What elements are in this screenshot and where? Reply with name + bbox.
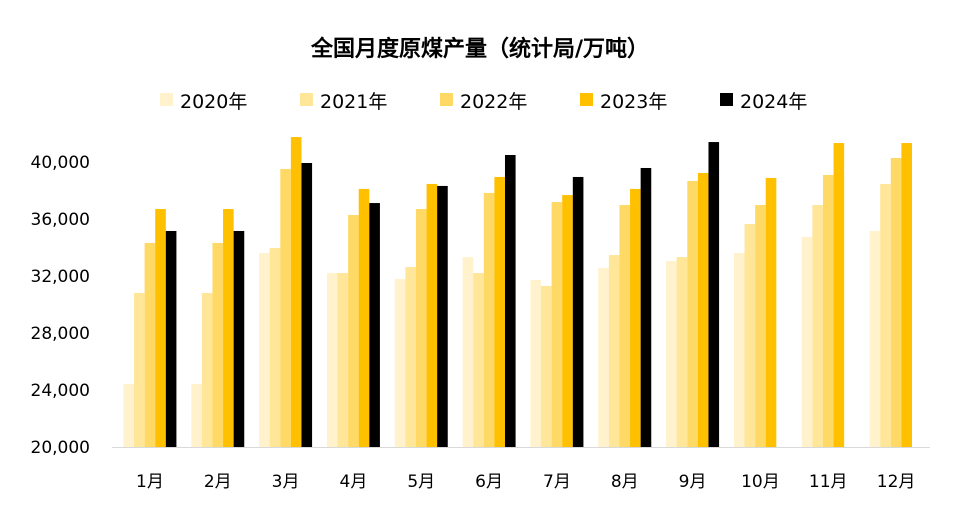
bar-2021年-2月 [201, 292, 213, 447]
bar-2023年-3月 [290, 137, 302, 447]
legend-swatch [300, 93, 313, 106]
bar-2023年-4月 [358, 188, 370, 447]
bar-2021年-5月 [405, 267, 416, 447]
legend: 2020年 2021年 2022年 2023年 2024年 [160, 91, 807, 113]
bar-2021年-11月 [812, 205, 823, 447]
bar-2024年-5月 [437, 185, 448, 447]
x-tick-label: 6月 [475, 472, 503, 492]
bar-2021年-7月 [541, 285, 552, 447]
bar-2023年-12月 [901, 143, 912, 448]
bar-2023年-2月 [223, 209, 234, 447]
legend-swatch [440, 93, 453, 106]
x-tick-label: 9月 [679, 472, 707, 492]
bar-2020年-7月 [530, 279, 542, 447]
bar-2022年-1月 [144, 242, 156, 447]
bar-2023年-6月 [494, 176, 505, 447]
y-tick-label: 40,000 [31, 153, 90, 173]
y-tick-label: 28,000 [31, 324, 90, 344]
x-tick-label: 1月 [136, 472, 164, 492]
bar-2022年-5月 [415, 209, 427, 447]
legend-swatch [720, 93, 733, 106]
bar-2024年-3月 [301, 162, 313, 447]
bar-2021年-8月 [608, 255, 620, 447]
bar-2020年-4月 [326, 273, 338, 447]
bar-2024年-1月 [165, 230, 177, 447]
x-tick-label: 4月 [340, 472, 368, 492]
bar-2024年-4月 [369, 203, 380, 447]
bar-2023年-11月 [833, 143, 845, 448]
legend-label: 2021年 [320, 91, 387, 113]
x-tick-label: 8月 [611, 472, 639, 492]
x-tick-label: 12月 [877, 472, 916, 492]
bar-2024年-8月 [640, 167, 652, 448]
bar-2022年-10月 [755, 205, 766, 447]
x-tick-label: 5月 [407, 472, 435, 492]
bar-2022年-4月 [348, 215, 359, 447]
bar-2020年-6月 [462, 257, 474, 447]
legend-label: 2022年 [460, 91, 527, 113]
bar-2023年-1月 [155, 209, 166, 447]
bar-2022年-9月 [687, 180, 698, 447]
bars [123, 137, 912, 448]
legend-label: 2024年 [740, 91, 807, 113]
bar-2021年-6月 [473, 273, 484, 447]
legend-swatch [580, 93, 593, 106]
legend-label: 2020年 [180, 91, 247, 113]
bar-2022年-8月 [619, 205, 631, 447]
y-tick-label: 24,000 [31, 381, 90, 401]
bar-2020年-2月 [191, 384, 202, 447]
bar-2023年-9月 [697, 172, 709, 447]
x-tick-label: 7月 [543, 472, 571, 492]
x-axis: 1月 2月 3月 4月 5月 6月 7月 8月 9月 10月 11月 12月 [136, 472, 915, 492]
bar-2024年-7月 [572, 176, 584, 447]
bar-2023年-7月 [562, 195, 573, 447]
bar-2021年-9月 [676, 257, 688, 447]
chart-title: 全国月度原煤产量（统计局/万吨） [310, 36, 649, 62]
x-tick-label: 2月 [204, 472, 232, 492]
bar-2021年-3月 [269, 247, 281, 447]
bar-2023年-10月 [765, 177, 777, 447]
bar-2022年-11月 [822, 174, 834, 447]
bar-2022年-12月 [890, 158, 902, 447]
bar-2022年-6月 [483, 192, 495, 447]
bar-2021年-10月 [744, 223, 756, 447]
bar-2024年-9月 [708, 142, 720, 448]
bar-2020年-11月 [801, 236, 813, 447]
bar-2021年-12月 [880, 183, 891, 447]
bar-2023年-5月 [426, 183, 438, 447]
bar-2020年-1月 [123, 384, 135, 447]
bar-2022年-3月 [280, 168, 291, 448]
x-tick-label: 3月 [272, 472, 300, 492]
y-tick-label: 36,000 [31, 210, 90, 230]
bar-2024年-2月 [233, 230, 245, 447]
bar-2023年-8月 [630, 188, 641, 447]
bar-2020年-9月 [666, 261, 677, 447]
bar-2020年-8月 [598, 268, 609, 447]
y-tick-label: 20,000 [31, 438, 90, 458]
y-axis: 20,000 24,000 28,000 32,000 36,000 40,000 [31, 153, 90, 458]
bar-2022年-2月 [212, 242, 224, 447]
bar-2020年-10月 [733, 253, 745, 447]
bar-2021年-4月 [337, 273, 349, 447]
y-tick-label: 32,000 [31, 267, 90, 287]
bar-2020年-12月 [869, 230, 881, 447]
x-tick-label: 10月 [741, 472, 780, 492]
bar-2020年-5月 [394, 278, 406, 447]
bar-2020年-3月 [259, 253, 270, 447]
bar-2021年-1月 [134, 292, 145, 447]
legend-label: 2023年 [600, 91, 667, 113]
bar-2024年-6月 [504, 155, 516, 447]
legend-swatch [160, 93, 173, 106]
x-tick-label: 11月 [809, 472, 848, 492]
bar-2022年-7月 [551, 202, 563, 447]
